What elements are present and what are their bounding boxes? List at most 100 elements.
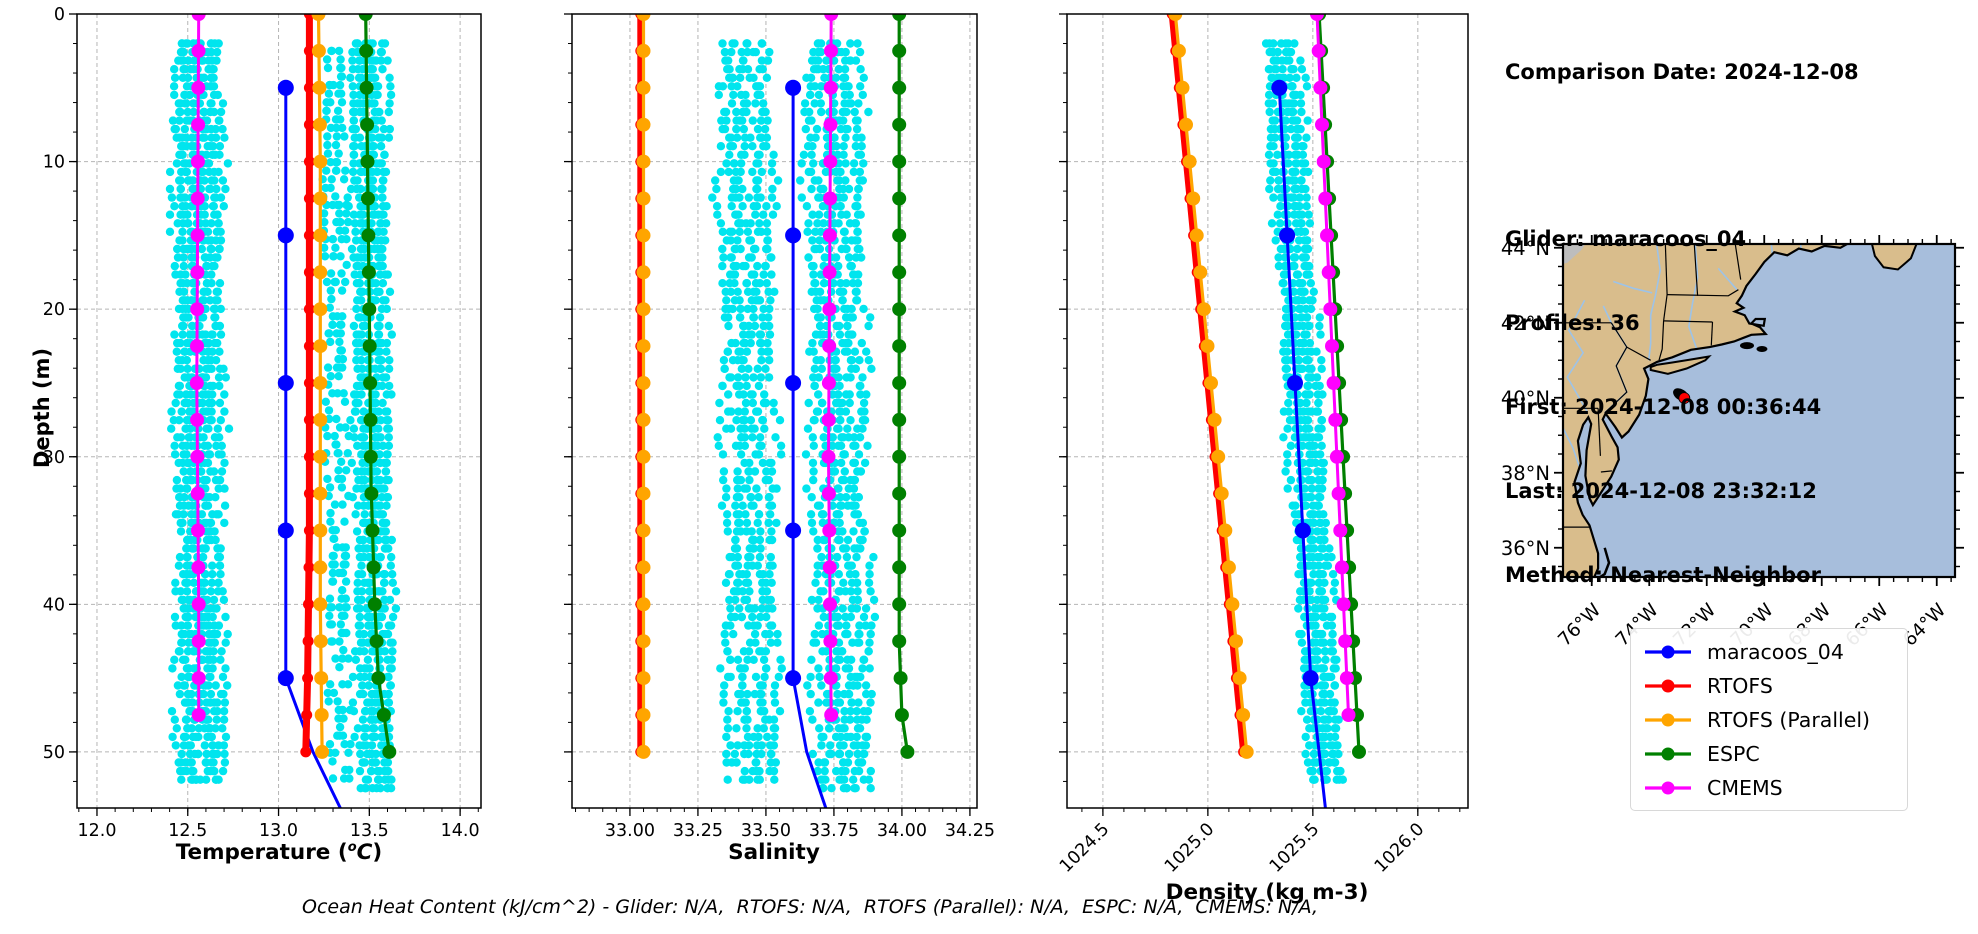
scatter-point [739,124,748,134]
scatter-point [1300,253,1310,262]
scatter-point [850,475,860,485]
scatter-point [376,261,385,271]
scatter-point [1296,227,1306,236]
scatter-point [198,296,207,305]
scatter-point [384,133,394,142]
scatter-point [367,741,377,750]
scatter-point [348,493,357,502]
map-state-border [1663,294,1668,321]
scatter-point [853,749,862,759]
scatter-point [1278,65,1287,74]
scatter-point [370,99,379,108]
scatter-point [373,766,382,776]
scatter-point [816,321,825,331]
scatter-point [752,184,761,194]
scatter-point [838,398,847,408]
scatter-point [169,82,179,91]
scatter-point [1292,73,1301,83]
scatter-point [759,270,768,279]
scatter-point [207,535,216,545]
scatter-point [835,749,845,759]
scatter-point [176,279,185,288]
scatter-point [219,595,229,605]
scatter-point [176,184,185,194]
scatter-point [867,364,876,373]
scatter-point [357,330,366,339]
scatter-point [807,595,817,605]
scatter-point [754,493,763,502]
scatter-point [741,219,751,228]
scatter-point [810,416,819,425]
scatter-point [381,467,391,476]
scatter-point [177,595,186,605]
scatter-point [813,39,823,48]
scatter-point [847,698,856,707]
scatter-point [847,236,856,245]
scatter-point [728,304,737,314]
series-marker-rtofs-parallel [313,597,328,612]
scatter-point [1317,416,1326,425]
scatter-point [810,244,819,254]
scatter-point [212,604,221,613]
scatter-point [740,441,750,450]
scatter-point [180,124,189,134]
scatter-point [212,227,222,236]
scatter-point [762,133,772,142]
scatter-point [384,672,393,682]
scatter-point [1319,612,1329,622]
comparison-date-text: Comparison Date: 2024-12-08 [1505,60,1859,84]
scatter-point [337,568,346,578]
scatter-point [211,724,220,733]
scatter-point [842,732,852,742]
scatter-point [1283,458,1292,468]
scatter-point [753,407,763,416]
scatter-point [844,184,854,194]
series-marker-cmems [1310,14,1324,21]
scatter-point [180,296,189,305]
scatter-point [731,561,740,570]
scatter-point [814,210,824,219]
scatter-point [1320,578,1329,587]
scatter-point [770,775,779,784]
series-marker-cmems [1311,43,1326,58]
scatter-point [743,578,753,587]
scatter-point [729,270,738,279]
y-tick-label: 40 [43,595,65,615]
scatter-point [756,90,765,100]
scatter-point [339,645,348,655]
scatter-point [178,655,188,664]
scatter-point [1330,732,1340,742]
scatter-point [723,715,732,724]
scatter-point [356,296,366,305]
series-marker-cmems [1341,708,1356,722]
scatter-point [376,56,386,65]
scatter-point [1294,604,1303,613]
series-marker-cmems [824,708,839,722]
scatter-point [373,775,383,784]
scatter-point [770,732,779,742]
scatter-point [1316,330,1325,339]
scatter-point [204,390,213,399]
scatter-point [742,279,752,288]
scatter-point [204,612,213,622]
scatter-point [762,664,771,673]
scatter-point [864,107,873,117]
scatter-point [329,80,338,90]
scatter-point [762,612,771,622]
scatter-point [220,390,229,399]
scatter-point [1311,647,1320,656]
legend-label: RTOFS (Parallel) [1707,707,1871,732]
scatter-point [215,244,224,254]
series-marker-cmems [1323,302,1338,317]
scatter-point [738,570,747,579]
scatter-point [203,287,212,296]
scatter-point [859,612,869,622]
scatter-point [834,261,843,271]
series-marker-cmems [821,376,836,390]
scatter-point [813,219,822,228]
scatter-point [215,347,224,356]
scatter-point [220,133,229,142]
series-marker-maracoos-04 [277,375,294,391]
scatter-point [738,775,748,784]
scatter-point [796,176,805,185]
